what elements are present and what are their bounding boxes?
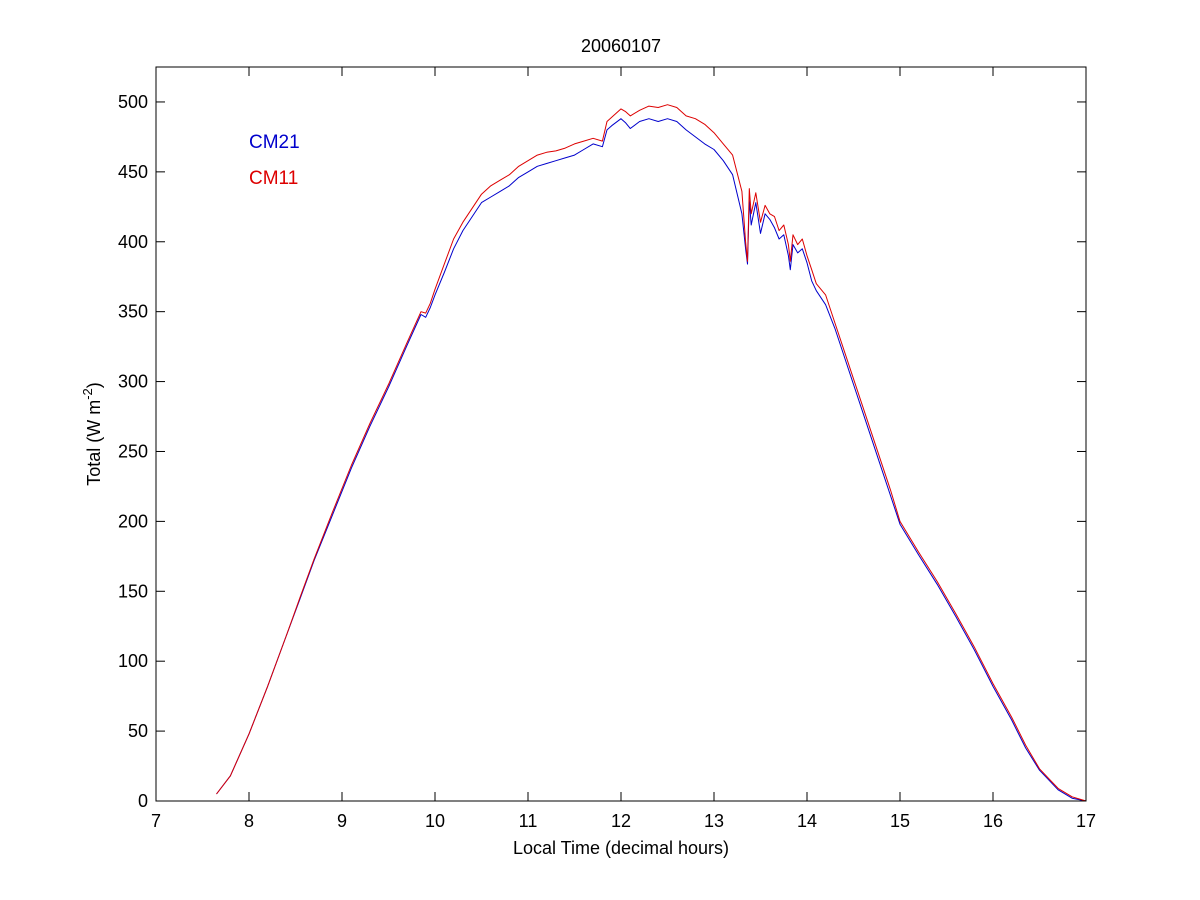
x-tick-label: 9 [337,811,347,831]
x-tick-label: 16 [983,811,1003,831]
x-tick-label: 12 [611,811,631,831]
plot-background [156,67,1086,801]
series-layer [216,104,1087,802]
y-tick-label: 100 [118,651,148,671]
series-line-cm21 [216,118,1087,802]
x-tick-label: 11 [519,811,538,831]
y-axis-label-main: Total (W m [84,400,104,486]
legend-label-cm11: CM11 [249,168,298,189]
y-tick-label: 400 [118,232,148,252]
x-axis-label: Local Time (decimal hours) [513,838,729,858]
x-tick-label: 7 [151,811,161,831]
y-tick-label: 350 [118,302,148,322]
x-tick-label: 17 [1076,811,1096,831]
x-axis: 7 8 9 10 11 12 13 14 15 16 17 [151,67,1096,831]
chart-title: 20060107 [581,36,661,56]
x-tick-label: 10 [425,811,445,831]
y-axis-label: Total (W m-2) [80,382,104,486]
x-tick-label: 14 [797,811,817,831]
y-axis-label-suffix: ) [84,382,104,388]
x-tick-label: 15 [890,811,910,831]
y-tick-label: 150 [118,581,148,601]
y-tick-label: 300 [118,372,148,392]
y-tick-label: 50 [128,721,148,741]
y-tick-label: 200 [118,511,148,531]
y-tick-label: 250 [118,441,148,461]
y-axis: 0 50 100 150 200 250 300 350 400 450 500 [118,92,1086,811]
x-tick-label: 8 [244,811,254,831]
y-tick-label: 0 [138,791,148,811]
x-tick-label: 13 [704,811,724,831]
legend-label-cm21: CM21 [249,132,300,153]
y-tick-label: 500 [118,92,148,112]
series-line-cm11 [216,104,1087,802]
y-tick-label: 450 [118,162,148,182]
y-axis-label-superscript: -2 [80,388,95,400]
